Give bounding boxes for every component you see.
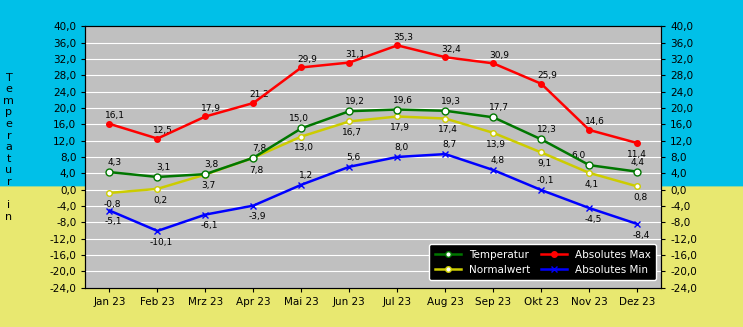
Text: -0,8: -0,8 [103, 200, 121, 209]
Text: 19,2: 19,2 [345, 97, 365, 106]
Text: 4,8: 4,8 [490, 156, 504, 165]
Text: 0,8: 0,8 [633, 193, 647, 202]
Text: 12,3: 12,3 [537, 126, 557, 134]
Text: 3,1: 3,1 [156, 163, 170, 172]
Text: 32,4: 32,4 [441, 45, 461, 54]
Text: 1,2: 1,2 [299, 171, 313, 180]
Text: 4,4: 4,4 [630, 158, 644, 167]
Text: 5,6: 5,6 [346, 153, 360, 162]
Text: 9,1: 9,1 [537, 159, 551, 168]
Text: 25,9: 25,9 [537, 71, 557, 80]
Text: -10,1: -10,1 [150, 238, 173, 247]
Text: -3,9: -3,9 [249, 213, 266, 221]
Text: 21,2: 21,2 [249, 91, 269, 99]
Text: 17,4: 17,4 [438, 126, 458, 134]
Text: -8,4: -8,4 [633, 231, 650, 240]
Text: -0,1: -0,1 [536, 176, 554, 185]
Text: 30,9: 30,9 [489, 51, 509, 60]
Text: 4,3: 4,3 [108, 158, 122, 167]
Text: 19,6: 19,6 [393, 95, 413, 105]
Text: 4,1: 4,1 [585, 180, 599, 189]
Text: 0,2: 0,2 [153, 196, 167, 205]
Text: 7,8: 7,8 [249, 166, 263, 175]
Text: 7,8: 7,8 [252, 144, 266, 153]
Text: 16,1: 16,1 [105, 111, 125, 120]
Text: 14,6: 14,6 [585, 117, 605, 127]
Text: 13,9: 13,9 [486, 140, 506, 149]
Text: 6,0: 6,0 [571, 151, 585, 160]
Text: 19,3: 19,3 [441, 97, 461, 106]
Text: 16,7: 16,7 [342, 128, 362, 137]
Text: 17,9: 17,9 [390, 123, 410, 132]
Text: 3,7: 3,7 [201, 181, 215, 190]
Text: -5,1: -5,1 [105, 217, 123, 226]
Text: 12,5: 12,5 [153, 126, 173, 135]
Text: 13,0: 13,0 [294, 144, 314, 152]
Text: 11,4: 11,4 [627, 150, 647, 159]
Text: T
e
m
p
e
r
a
t
u
r
 
i
n: T e m p e r a t u r i n [4, 73, 14, 222]
Text: -4,5: -4,5 [585, 215, 602, 224]
Text: 17,7: 17,7 [489, 103, 509, 112]
Legend: Temperatur, Normalwert, Absolutes Max, Absolutes Min: Temperatur, Normalwert, Absolutes Max, A… [429, 244, 656, 280]
Text: 29,9: 29,9 [297, 55, 317, 64]
Text: 8,7: 8,7 [442, 140, 457, 149]
Text: 8,0: 8,0 [395, 143, 409, 152]
Text: 17,9: 17,9 [201, 104, 221, 113]
Text: -6,1: -6,1 [201, 221, 218, 231]
Text: 31,1: 31,1 [345, 50, 365, 59]
Text: 15,0: 15,0 [288, 114, 308, 123]
Text: 3,8: 3,8 [204, 160, 218, 169]
Text: 35,3: 35,3 [393, 33, 413, 42]
